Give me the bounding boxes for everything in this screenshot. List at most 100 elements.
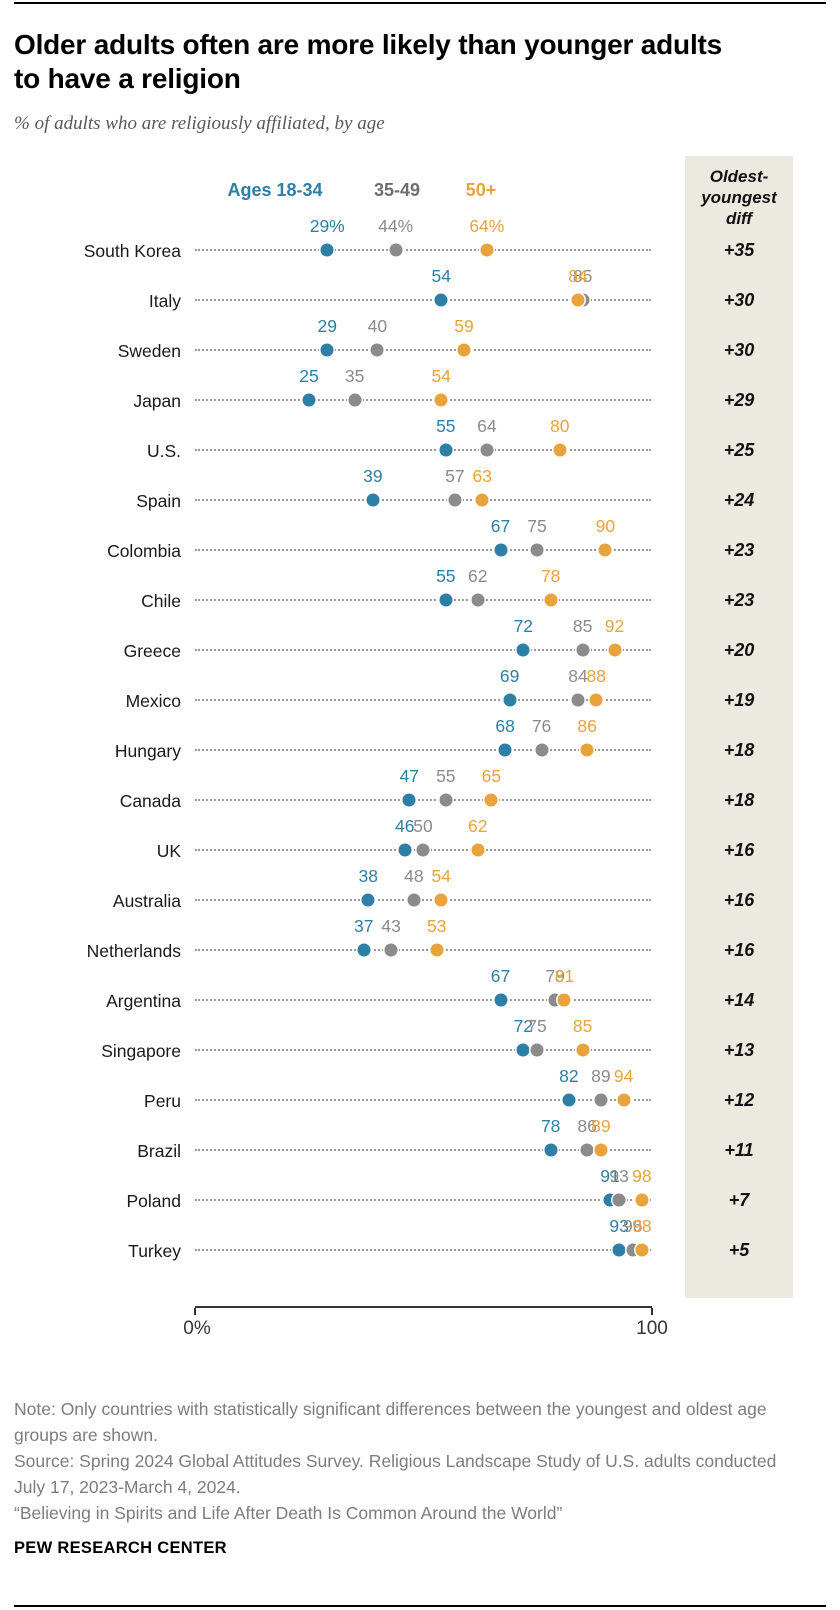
country-row: South Korea 29% 44% 64% +35 bbox=[0, 212, 793, 262]
country-label: South Korea bbox=[83, 241, 181, 261]
dot-middle bbox=[530, 543, 544, 557]
diff-value: +30 bbox=[723, 290, 755, 310]
value-label-middle: 64 bbox=[477, 416, 497, 436]
row-spacer bbox=[651, 662, 685, 712]
value-label-old: 65 bbox=[481, 766, 502, 786]
value-label-young: 82 bbox=[559, 1066, 579, 1086]
value-label-old: 88 bbox=[586, 666, 606, 686]
dotted-leader-line bbox=[195, 599, 651, 601]
value-label-young: 72 bbox=[513, 616, 534, 636]
value-label-old: 98 bbox=[632, 1216, 652, 1236]
dot-middle bbox=[480, 443, 494, 457]
dot-young bbox=[357, 943, 371, 957]
value-label-middle: 75 bbox=[527, 516, 547, 536]
x-axis-line: 0% 100 bbox=[183, 1306, 668, 1339]
chart-rows: South Korea 29% 44% 64% +35 Italy 54 85 84 +30 Swe… bbox=[0, 212, 793, 1262]
pew-research-center-wordmark: PEW RESEARCH CENTER bbox=[14, 1539, 227, 1557]
dot-middle bbox=[594, 1093, 608, 1107]
diff-value: +24 bbox=[723, 490, 755, 510]
diff-value: +5 bbox=[728, 1240, 750, 1260]
diff-value: +35 bbox=[723, 240, 755, 260]
value-label-young: 54 bbox=[431, 266, 451, 286]
country-label: Italy bbox=[148, 291, 181, 311]
row-spacer bbox=[651, 912, 685, 962]
country-row: Greece 72 85 92 +20 bbox=[0, 612, 793, 662]
country-row: Japan 25 35 54 +29 bbox=[0, 362, 793, 412]
diff-value: +7 bbox=[728, 1190, 750, 1210]
value-label-old: 85 bbox=[572, 1016, 593, 1036]
dotted-leader-line bbox=[195, 1099, 651, 1101]
dotted-leader-line bbox=[195, 449, 651, 451]
dot-old bbox=[434, 393, 448, 407]
dot-old bbox=[484, 793, 498, 807]
value-label-old: 54 bbox=[431, 866, 451, 886]
value-label-middle: 57 bbox=[445, 466, 465, 486]
dot-young bbox=[302, 393, 316, 407]
dot-old bbox=[475, 493, 489, 507]
dot-young bbox=[361, 893, 375, 907]
country-label: Colombia bbox=[107, 541, 181, 561]
dot-plot-row: 67 75 90 bbox=[195, 512, 651, 562]
dot-plot-row: 29 40 59 bbox=[195, 312, 651, 362]
country-label: Singapore bbox=[101, 1041, 181, 1061]
dot-middle bbox=[439, 793, 453, 807]
dot-middle bbox=[416, 843, 430, 857]
dot-plot-row: 54 85 84 bbox=[195, 262, 651, 312]
value-label-middle: 84 bbox=[568, 666, 588, 686]
value-label-middle: 85 bbox=[572, 616, 593, 636]
diff-value: +13 bbox=[723, 1040, 755, 1060]
row-spacer bbox=[651, 262, 685, 312]
value-label-old: 94 bbox=[613, 1066, 634, 1086]
value-label-old: 92 bbox=[604, 616, 625, 636]
footnotes: Note: Only countries with statistically … bbox=[14, 1396, 794, 1526]
value-label-young: 29 bbox=[317, 316, 337, 336]
value-label-young: 55 bbox=[436, 566, 456, 586]
dot-old bbox=[635, 1193, 649, 1207]
dot-plot-row: 68 76 86 bbox=[195, 712, 651, 762]
dot-old bbox=[430, 943, 444, 957]
row-spacer bbox=[651, 812, 685, 862]
value-label-young: 39 bbox=[363, 466, 383, 486]
country-label: Peru bbox=[144, 1091, 181, 1111]
country-label: Australia bbox=[112, 891, 181, 911]
dotted-leader-line bbox=[195, 699, 651, 701]
value-label-young: 46 bbox=[395, 816, 415, 836]
country-row: Canada 47 55 65 +18 bbox=[0, 762, 793, 812]
dot-plot-row: 78 86 89 bbox=[195, 1112, 651, 1162]
dot-young bbox=[498, 743, 512, 757]
dot-young bbox=[320, 343, 334, 357]
value-label-young: 37 bbox=[353, 916, 374, 936]
value-label-old: 84 bbox=[568, 266, 588, 286]
value-label-middle: 75 bbox=[527, 1016, 547, 1036]
country-row: Singapore 72 75 85 +13 bbox=[0, 1012, 793, 1062]
dot-young bbox=[366, 493, 380, 507]
country-label: Argentina bbox=[106, 991, 181, 1011]
dot-young bbox=[516, 1043, 530, 1057]
legend-item-50-plus: 50+ bbox=[465, 180, 497, 200]
note-text: Note: Only countries with statistically … bbox=[14, 1399, 767, 1445]
diff-value: +25 bbox=[723, 440, 755, 460]
value-label-middle: 96 bbox=[623, 1216, 643, 1236]
row-spacer bbox=[651, 1162, 685, 1212]
diff-value: +29 bbox=[723, 390, 755, 410]
diff-column-header: Oldest-youngest diff bbox=[701, 167, 777, 228]
diff-column-background bbox=[685, 156, 793, 1298]
dot-old bbox=[553, 443, 567, 457]
value-label-middle: 79 bbox=[545, 966, 565, 986]
diff-value: +18 bbox=[723, 790, 755, 810]
value-label-old: 98 bbox=[632, 1166, 652, 1186]
dot-young bbox=[439, 593, 453, 607]
page-title: Older adults often are more likely than … bbox=[14, 29, 723, 94]
dot-plot-row: 55 62 78 bbox=[195, 562, 651, 612]
row-spacer bbox=[651, 312, 685, 362]
dot-middle bbox=[448, 493, 462, 507]
dot-middle bbox=[571, 693, 585, 707]
row-spacer bbox=[651, 962, 685, 1012]
dot-old bbox=[434, 893, 448, 907]
legend-item-35-49: 35-49 bbox=[373, 180, 421, 200]
country-row: Sweden 29 40 59 +30 bbox=[0, 312, 793, 362]
chart-legend: Ages 18-34 35-49 50+ bbox=[195, 180, 651, 204]
value-label-old: 59 bbox=[454, 316, 474, 336]
dot-plot-row: 69 84 88 bbox=[195, 662, 651, 712]
row-spacer bbox=[651, 762, 685, 812]
